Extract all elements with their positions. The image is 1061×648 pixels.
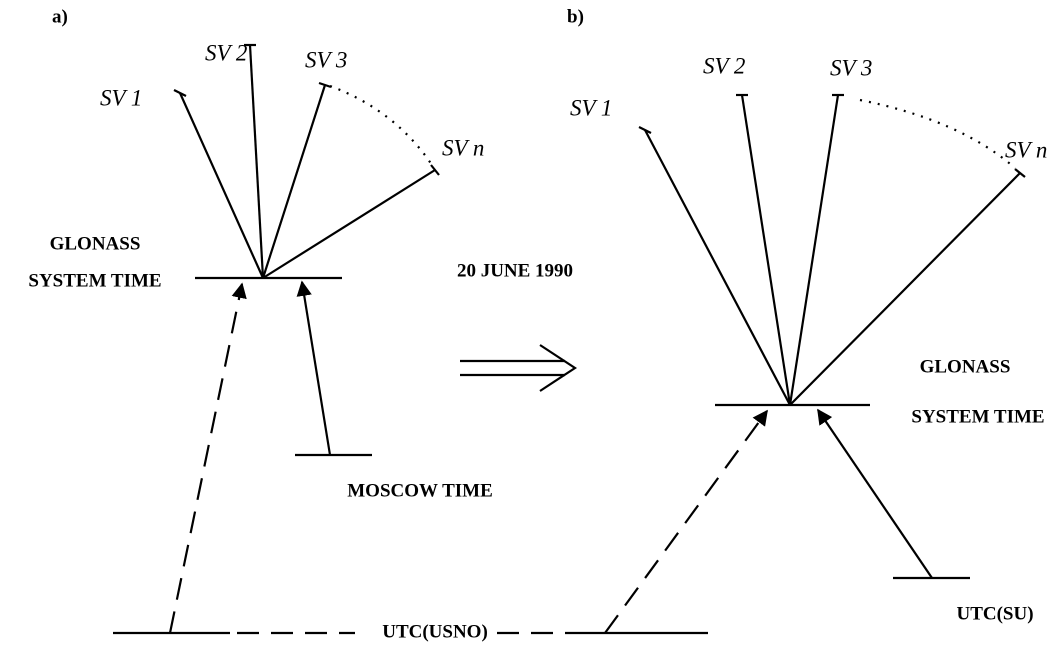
sv-arc [329, 84, 433, 166]
sv-line [788, 94, 840, 406]
sv-tick [318, 81, 332, 89]
common-reference-label: UTC(USNO) [382, 621, 488, 642]
date-label: 20 JUNE 1990 [457, 260, 573, 281]
sv-label: SV 2 [205, 40, 247, 65]
sv-line [248, 44, 265, 279]
sv-line [740, 94, 792, 406]
system-time-label: GLONASS [50, 233, 141, 254]
sv-tick [173, 89, 187, 97]
sv-line [261, 84, 327, 279]
sv-line [262, 169, 436, 279]
sv-label: SV n [1005, 137, 1047, 162]
sv-arc [859, 98, 1016, 169]
panel-a: a) SV 1 SV 2 SV 3 SV n GLONASS SYSTEM TI… [28, 6, 493, 635]
sv-line [178, 92, 265, 279]
sv-label: SV 1 [100, 85, 142, 110]
sv-label: SV 1 [570, 95, 612, 120]
panel-label: a) [52, 6, 68, 27]
sv-label: SV 3 [830, 55, 872, 80]
reference-label: MOSCOW TIME [347, 480, 493, 501]
sv-tick [638, 126, 652, 134]
sv-tick [430, 164, 440, 176]
transition-arrow [460, 344, 578, 392]
system-time-label: SYSTEM TIME [28, 270, 161, 291]
reference-label: UTC(SU) [956, 603, 1033, 624]
sv-tick [1014, 168, 1026, 178]
reference-arrow [817, 408, 933, 579]
reference-arrow [296, 280, 332, 456]
usno-arrow [604, 409, 768, 634]
usno-arrow [168, 282, 247, 634]
sv-line [789, 172, 1021, 406]
system-time-label: GLONASS [920, 356, 1011, 377]
sv-line [644, 129, 791, 406]
panel-b: b) SV 1 SV 2 SV 3 SV n GLONASS SYSTEM TI… [567, 6, 1047, 635]
sv-label: SV 2 [703, 53, 745, 78]
sv-label: SV n [442, 135, 484, 160]
sv-label: SV 3 [305, 47, 347, 72]
panel-label: b) [567, 6, 584, 27]
system-time-label: SYSTEM TIME [911, 406, 1044, 427]
